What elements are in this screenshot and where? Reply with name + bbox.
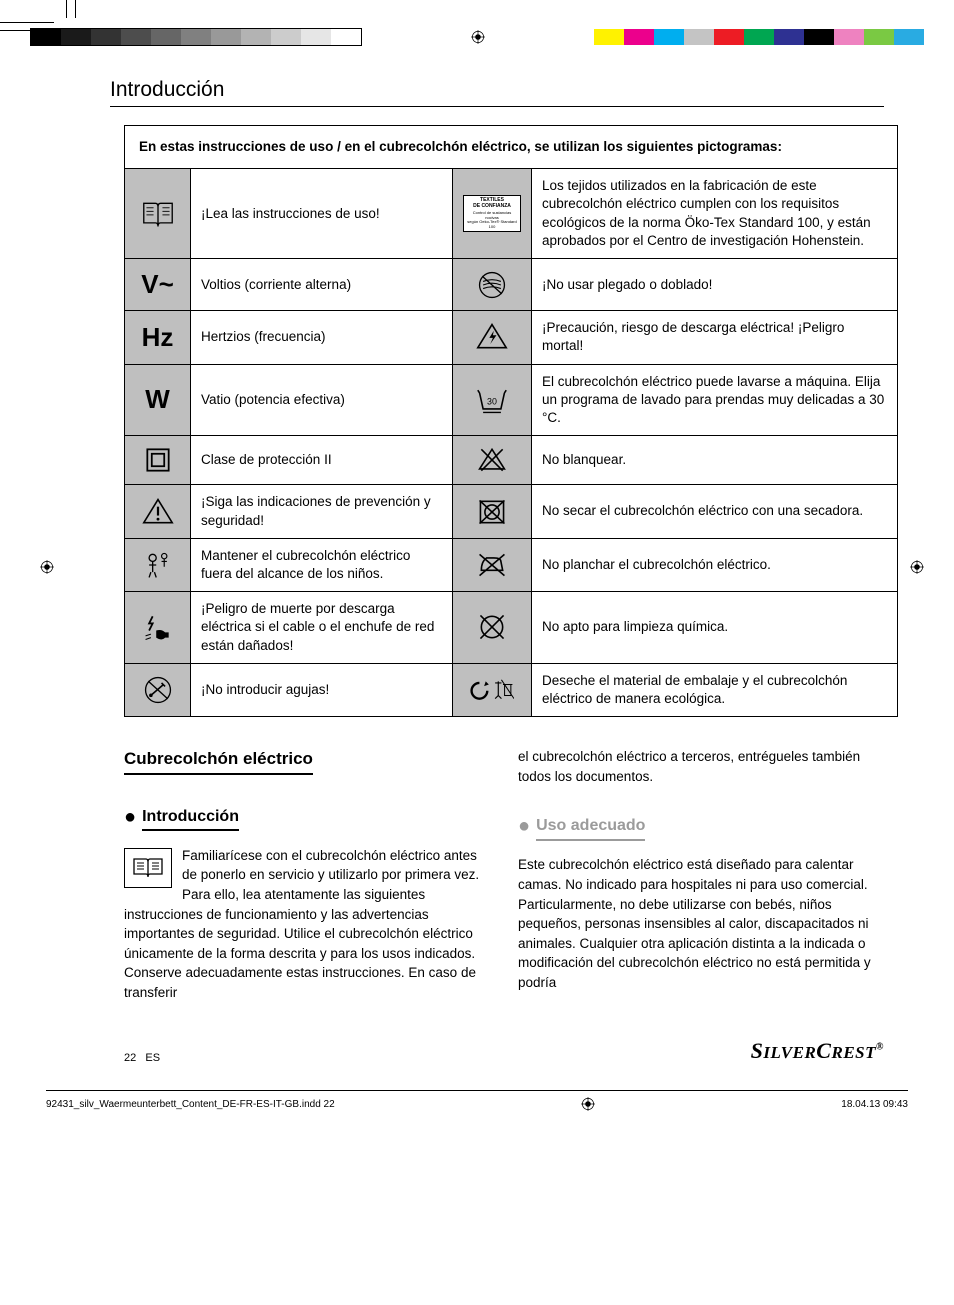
left-column: Cubrecolchón eléctrico ●Introducción Fam… [124,747,490,1002]
pictogram-desc: ¡No usar plegado o doblado! [532,259,898,311]
brand-logo: SILVERCREST® [751,1038,884,1064]
pictogram-icon [125,592,191,664]
product-title: Cubrecolchón eléctrico [124,747,313,775]
pictogram-desc: Los tejidos utilizados en la fabricación… [532,169,898,259]
table-row: WVatio (potencia efectiva) 30 El cubrecolc… [125,364,898,436]
pictogram-table: En estas instrucciones de uso / en el cu… [124,125,898,717]
pictogram-desc: Hertzios (frecuencia) [191,311,453,364]
pictogram-desc: Clase de protección II [191,436,453,485]
pictogram-icon: 30 [453,364,532,436]
pictogram-desc: ¡Peligro de muerte por descarga eléctric… [191,592,453,664]
page-lang: ES [145,1052,160,1064]
manual-icon [124,848,172,888]
slug-file: 92431_silv_Waermeunterbett_Content_DE-FR… [46,1099,335,1110]
pictogram-icon [125,169,191,259]
table-row: V~Voltios (corriente alterna) ¡No usar pl… [125,259,898,311]
table-row: Mantener el cubrecolchón eléctrico fuera… [125,538,898,591]
registration-mark-bottom [581,1097,595,1111]
pictogram-icon [453,485,532,538]
pictogram-desc: No planchar el cubrecolchón eléctrico. [532,538,898,591]
svg-text:30: 30 [487,396,497,406]
pictogram-icon: Hz [125,311,191,364]
table-row: HzHertzios (frecuencia) ¡Precaución, ries… [125,311,898,364]
page-content: Introducción En estas instrucciones de u… [0,48,954,1002]
page-number: 22 [124,1052,136,1064]
pictogram-icon [125,663,191,716]
pictogram-icon: W [125,364,191,436]
pictogram-icon [125,485,191,538]
pictogram-icon [453,538,532,591]
table-row: ¡No introducir agujas! Deseche el materia… [125,663,898,716]
pictogram-icon [125,538,191,591]
pictogram-desc: ¡Precaución, riesgo de descarga eléctric… [532,311,898,364]
intro-heading: ●Introducción [124,803,490,832]
table-row: Clase de protección II No blanquear. [125,436,898,485]
table-row: ¡Lea las instrucciones de uso!TEXTILESDE… [125,169,898,259]
use-heading: ●Uso adecuado [518,812,884,841]
pictogram-desc: No secar el cubrecolchón eléctrico con u… [532,485,898,538]
pictogram-desc: No blanquear. [532,436,898,485]
pictogram-icon [453,311,532,364]
pictogram-icon [453,663,532,716]
use-body: Este cubrecolchón eléctrico está diseñad… [518,855,884,992]
pictogram-desc: Mantener el cubrecolchón eléctrico fuera… [191,538,453,591]
table-row: ¡Peligro de muerte por descarga eléctric… [125,592,898,664]
right-column: el cubrecolchón eléctrico a terceros, en… [518,747,884,1002]
pictogram-desc: Vatio (potencia efectiva) [191,364,453,436]
right-continuation: el cubrecolchón eléctrico a terceros, en… [518,747,884,786]
pictogram-icon [125,436,191,485]
pictogram-desc: ¡No introducir agujas! [191,663,453,716]
intro-body: Familiarícese con el cubrecolchón eléctr… [124,846,490,1003]
printer-marks-top [0,0,954,48]
pictogram-icon: TEXTILESDE CONFIANZAControl de sustancia… [453,169,532,259]
pictogram-desc: Voltios (corriente alterna) [191,259,453,311]
pictogram-desc: No apto para limpieza química. [532,592,898,664]
pictogram-desc: ¡Siga las indicaciones de prevención y s… [191,485,453,538]
section-title: Introducción [110,78,884,107]
pictogram-icon [453,436,532,485]
table-header: En estas instrucciones de uso / en el cu… [125,126,898,169]
page-footer: 22 ES SILVERCREST® [124,1038,884,1064]
pictogram-icon: V~ [125,259,191,311]
table-row: ¡Siga las indicaciones de prevención y s… [125,485,898,538]
pictogram-desc: ¡Lea las instrucciones de uso! [191,169,453,259]
pictogram-desc: Deseche el material de embalaje y el cub… [532,663,898,716]
registration-mark-top [471,30,485,44]
print-slug: 92431_silv_Waermeunterbett_Content_DE-FR… [46,1090,908,1111]
pictogram-desc: El cubrecolchón eléctrico puede lavarse … [532,364,898,436]
slug-datetime: 18.04.13 09:43 [841,1099,908,1110]
pictogram-icon [453,592,532,664]
pictogram-icon [453,259,532,311]
